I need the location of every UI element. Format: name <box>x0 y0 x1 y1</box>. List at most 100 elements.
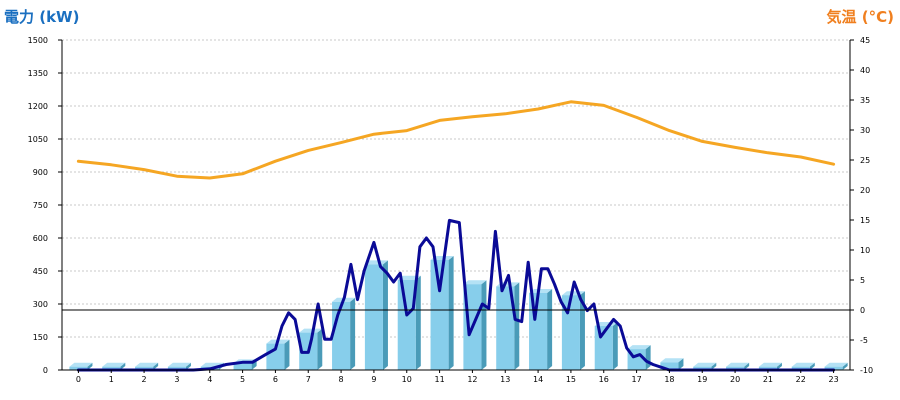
right-tick-label: 10 <box>860 246 870 255</box>
power-bar-side <box>87 362 93 370</box>
x-tick-label: 9 <box>371 375 376 384</box>
x-tick-label: 22 <box>796 375 806 384</box>
power-bar-top <box>627 345 651 350</box>
power-bar-face <box>693 366 712 370</box>
axes <box>58 39 854 373</box>
right-tick-label: -10 <box>860 366 873 375</box>
x-tick-label: 20 <box>730 375 740 384</box>
power-bar <box>69 362 93 370</box>
power-bar <box>102 362 126 370</box>
tick-labels: 01503004506007509001050120013501500-10-5… <box>28 36 873 384</box>
power-bar-side <box>678 358 684 370</box>
power-bar <box>135 362 159 370</box>
power-bar-face <box>233 363 252 370</box>
temperature-line <box>76 100 836 180</box>
power-bar-side <box>809 362 815 370</box>
left-tick-label: 900 <box>33 168 48 177</box>
power-bar-face <box>496 286 515 370</box>
left-tick-label: 1200 <box>28 102 48 111</box>
right-tick-label: 20 <box>860 186 870 195</box>
power-bar <box>496 282 520 370</box>
right-tick-label: 25 <box>860 156 870 165</box>
power-bar-top <box>463 280 487 285</box>
power-bar <box>758 362 782 370</box>
series-lines <box>76 100 836 372</box>
left-axis-title: 電力 (kW) <box>4 8 79 26</box>
x-tick-label: 17 <box>631 375 641 384</box>
power-bar-top <box>693 362 717 367</box>
right-tick-label: 40 <box>860 66 870 75</box>
power-bar-face <box>824 366 843 370</box>
right-tick-label: 35 <box>860 96 870 105</box>
right-tick-label: 15 <box>860 216 870 225</box>
x-tick-label: 23 <box>828 375 838 384</box>
power-bar-face <box>561 295 580 370</box>
power-bar-face <box>791 366 810 370</box>
power-bar-side <box>120 362 126 370</box>
x-tick-label: 0 <box>76 375 81 384</box>
power-bar-top <box>726 362 750 367</box>
power-bar-side <box>317 328 323 370</box>
right-tick-label: -5 <box>860 336 868 345</box>
left-tick-label: 450 <box>33 267 48 276</box>
power-bar-side <box>612 322 618 370</box>
right-tick-label: 5 <box>860 276 865 285</box>
left-tick-label: 750 <box>33 201 48 210</box>
power-bar <box>693 362 717 370</box>
power-bar-face <box>102 366 121 370</box>
x-tick-label: 10 <box>402 375 412 384</box>
power-bar <box>726 362 750 370</box>
power-bar <box>791 362 815 370</box>
power-bar-top <box>660 358 684 363</box>
grid-lines <box>62 39 850 338</box>
right-tick-label: 45 <box>860 36 870 45</box>
power-bar <box>397 275 421 370</box>
power-bar-side <box>744 362 750 370</box>
power-bar-top <box>791 362 815 367</box>
power-bar <box>167 362 191 370</box>
power-bar-top <box>299 328 323 333</box>
power-bar-side <box>350 297 356 370</box>
power-bar-side <box>153 362 159 370</box>
power-bar-side <box>645 345 651 370</box>
x-tick-label: 3 <box>174 375 179 384</box>
left-tick-label: 300 <box>33 300 48 309</box>
power-bar-side <box>185 362 191 370</box>
x-tick-label: 21 <box>763 375 773 384</box>
right-tick-label: 0 <box>860 306 865 315</box>
x-tick-label: 4 <box>207 375 212 384</box>
x-tick-label: 13 <box>500 375 510 384</box>
power-bar-face <box>332 301 351 370</box>
right-tick-label: 30 <box>860 126 870 135</box>
x-tick-label: 7 <box>306 375 311 384</box>
power-bar-side <box>842 362 848 370</box>
power-bar-face <box>660 362 679 370</box>
left-tick-label: 150 <box>33 333 48 342</box>
power-bar <box>364 260 388 370</box>
x-tick-label: 5 <box>240 375 245 384</box>
power-bar-face <box>364 264 383 370</box>
power-bar-side <box>514 282 520 370</box>
power-bar-side <box>481 280 487 370</box>
power-bar-top <box>824 362 848 367</box>
power-bar-side <box>711 362 717 370</box>
power-bar <box>660 358 684 370</box>
power-bar-face <box>167 366 186 370</box>
power-bar <box>824 362 848 370</box>
power-bar-top <box>69 362 93 367</box>
power-bar-top <box>102 362 126 367</box>
left-tick-label: 1050 <box>28 135 48 144</box>
power-bar <box>299 328 323 370</box>
power-bar-top <box>529 289 553 293</box>
power-bar-face <box>397 279 416 370</box>
x-tick-label: 19 <box>697 375 707 384</box>
power-bar-side <box>382 260 388 370</box>
power-bar-top <box>135 362 159 367</box>
x-tick-label: 18 <box>664 375 674 384</box>
x-tick-label: 6 <box>273 375 278 384</box>
power-bar-face <box>758 366 777 370</box>
power-bar-side <box>415 275 421 370</box>
x-tick-label: 15 <box>566 375 576 384</box>
power-bar-top <box>364 260 388 265</box>
power-bar-top <box>758 362 782 367</box>
